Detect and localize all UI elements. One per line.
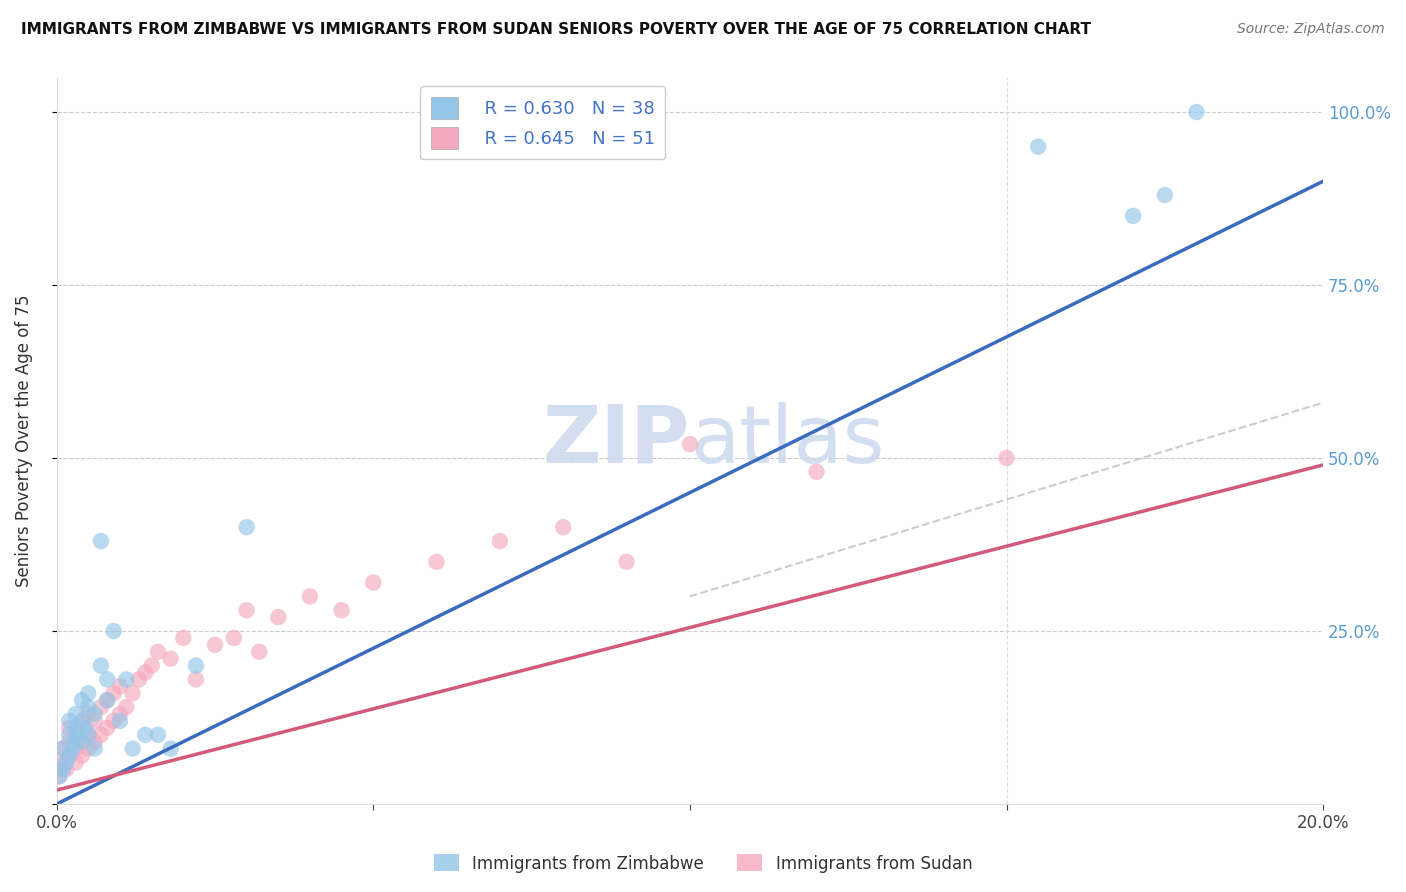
Point — [65, 721, 87, 735]
Point — [70, 735, 93, 749]
Point — [70, 735, 93, 749]
Point — [55, 756, 77, 770]
Y-axis label: Seniors Poverty Over the Age of 75: Seniors Poverty Over the Age of 75 — [15, 294, 32, 587]
Point — [108, 714, 131, 728]
Point — [77, 700, 100, 714]
Point — [553, 520, 575, 534]
Point — [65, 741, 87, 756]
Point — [103, 624, 125, 638]
Point — [58, 748, 80, 763]
Point — [184, 673, 207, 687]
Point — [90, 728, 112, 742]
Text: Source: ZipAtlas.com: Source: ZipAtlas.com — [1237, 22, 1385, 37]
Point — [90, 700, 112, 714]
Legend: Immigrants from Zimbabwe, Immigrants from Sudan: Immigrants from Zimbabwe, Immigrants fro… — [427, 847, 979, 880]
Point — [49, 763, 72, 777]
Point — [128, 673, 150, 687]
Point — [134, 728, 156, 742]
Point — [489, 534, 512, 549]
Point — [172, 631, 194, 645]
Point — [134, 665, 156, 680]
Point — [70, 693, 93, 707]
Point — [52, 741, 75, 756]
Point — [70, 714, 93, 728]
Point — [77, 706, 100, 721]
Point — [267, 610, 290, 624]
Point — [298, 590, 321, 604]
Point — [1026, 139, 1049, 153]
Point — [48, 769, 70, 783]
Point — [235, 603, 257, 617]
Point — [121, 741, 143, 756]
Point — [83, 714, 105, 728]
Text: ZIP: ZIP — [543, 401, 690, 480]
Point — [361, 575, 384, 590]
Point — [1153, 188, 1175, 202]
Point — [58, 714, 80, 728]
Point — [52, 756, 75, 770]
Point — [96, 673, 118, 687]
Point — [58, 728, 80, 742]
Point — [96, 693, 118, 707]
Point — [90, 658, 112, 673]
Point — [204, 638, 226, 652]
Point — [995, 450, 1018, 465]
Point — [679, 437, 702, 451]
Point — [235, 520, 257, 534]
Point — [62, 741, 84, 756]
Point — [58, 748, 80, 763]
Point — [49, 769, 72, 783]
Point — [67, 728, 90, 742]
Point — [115, 673, 138, 687]
Point — [77, 686, 100, 700]
Point — [146, 645, 169, 659]
Point — [141, 658, 163, 673]
Point — [146, 728, 169, 742]
Point — [115, 700, 138, 714]
Point — [1122, 209, 1144, 223]
Legend:   R = 0.630   N = 38,   R = 0.645   N = 51: R = 0.630 N = 38, R = 0.645 N = 51 — [420, 87, 665, 160]
Point — [52, 763, 75, 777]
Point — [65, 735, 87, 749]
Point — [108, 679, 131, 693]
Point — [1185, 105, 1208, 120]
Point — [96, 693, 118, 707]
Point — [90, 534, 112, 549]
Point — [83, 706, 105, 721]
Point — [65, 728, 87, 742]
Point — [65, 706, 87, 721]
Point — [222, 631, 245, 645]
Point — [70, 714, 93, 728]
Point — [121, 686, 143, 700]
Point — [426, 555, 449, 569]
Point — [77, 728, 100, 742]
Point — [55, 763, 77, 777]
Point — [96, 721, 118, 735]
Point — [52, 741, 75, 756]
Point — [58, 721, 80, 735]
Point — [159, 741, 181, 756]
Point — [65, 756, 87, 770]
Point — [330, 603, 353, 617]
Point — [247, 645, 270, 659]
Point — [806, 465, 828, 479]
Point — [159, 651, 181, 665]
Point — [83, 741, 105, 756]
Text: IMMIGRANTS FROM ZIMBABWE VS IMMIGRANTS FROM SUDAN SENIORS POVERTY OVER THE AGE O: IMMIGRANTS FROM ZIMBABWE VS IMMIGRANTS F… — [21, 22, 1091, 37]
Point — [77, 741, 100, 756]
Point — [108, 706, 131, 721]
Point — [77, 728, 100, 742]
Point — [58, 735, 80, 749]
Text: atlas: atlas — [690, 401, 884, 480]
Point — [75, 721, 97, 735]
Point — [184, 658, 207, 673]
Point — [103, 686, 125, 700]
Point — [103, 714, 125, 728]
Point — [70, 748, 93, 763]
Point — [83, 735, 105, 749]
Point — [616, 555, 638, 569]
